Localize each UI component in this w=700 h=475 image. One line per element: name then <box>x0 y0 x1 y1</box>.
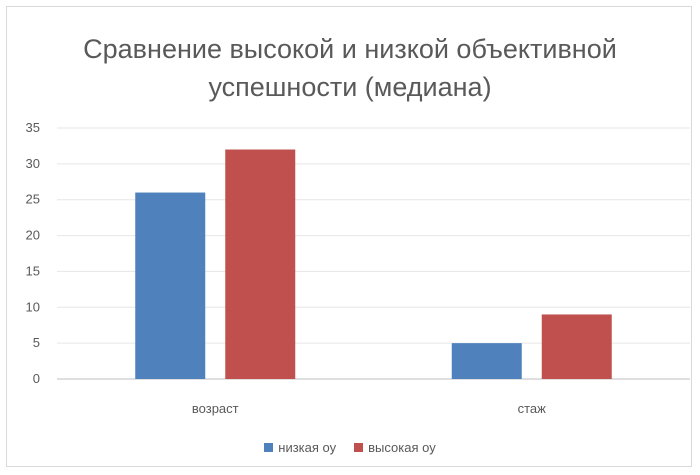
legend: низкая оу высокая оу <box>0 440 700 455</box>
chart-title: Сравнение высокой и низкой объективной у… <box>0 30 700 106</box>
bars <box>135 149 612 379</box>
y-tick-label: 15 <box>26 263 40 278</box>
y-tick-label: 35 <box>26 120 40 135</box>
legend-item-high: высокая оу <box>354 440 436 455</box>
bar-low-1 <box>451 343 522 379</box>
x-axis: возраст стаж <box>192 401 546 416</box>
x-category-label: возраст <box>192 401 239 416</box>
legend-item-low: низкая оу <box>264 440 336 455</box>
x-category-label: стаж <box>518 401 547 416</box>
legend-swatch-low <box>264 443 274 452</box>
chart-title-line-2: успешности (медиана) <box>208 72 492 102</box>
chart-title-line-1: Сравнение высокой и низкой объективной <box>83 34 617 64</box>
y-tick-label: 0 <box>33 371 40 386</box>
y-tick-label: 30 <box>26 156 40 171</box>
chart-frame <box>6 6 692 467</box>
legend-swatch-high <box>354 443 364 452</box>
y-tick-label: 10 <box>26 299 40 314</box>
bar-high-1 <box>541 314 612 379</box>
y-tick-label: 20 <box>26 228 40 243</box>
legend-label-high: высокая оу <box>368 440 436 455</box>
legend-label-low: низкая оу <box>278 440 337 455</box>
bar-high-0 <box>225 149 296 379</box>
y-axis: 0 5 10 15 20 25 30 35 <box>26 120 40 386</box>
y-tick-label: 5 <box>33 335 40 350</box>
y-tick-label: 25 <box>26 192 40 207</box>
bar-low-0 <box>135 192 206 379</box>
